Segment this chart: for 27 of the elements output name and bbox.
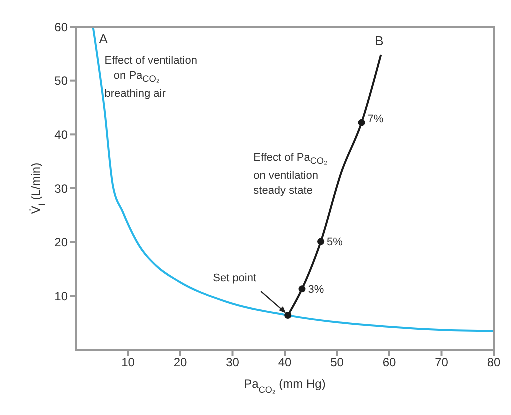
y-tick-label: 40 bbox=[54, 128, 68, 142]
point bbox=[298, 286, 306, 293]
annotation: B bbox=[375, 34, 384, 49]
y-tick-label: 60 bbox=[54, 20, 68, 34]
x-tick-label: 80 bbox=[487, 356, 501, 370]
point bbox=[318, 238, 325, 246]
y-tick-label: 10 bbox=[54, 289, 68, 304]
x-tick-label: 40 bbox=[278, 356, 292, 370]
annotation: 3% bbox=[308, 284, 324, 296]
x-tick-label: 30 bbox=[226, 356, 240, 370]
y-tick-label: 50 bbox=[54, 74, 68, 88]
annotation: 7% bbox=[368, 114, 384, 126]
annotation: Set point bbox=[213, 272, 257, 284]
x-tick-label: 20 bbox=[174, 356, 188, 370]
annotation: Effect of ventilation on Pa$_{CO₂}$ breathing air bbox=[104, 54, 198, 102]
point bbox=[358, 119, 366, 126]
annotation: Effect of Pa$_{CO₂}$ on ventilation steady state bbox=[254, 150, 328, 199]
annotation: A bbox=[99, 32, 108, 47]
x-tick-label: 10 bbox=[122, 356, 136, 370]
x-tick-label: 70 bbox=[435, 356, 449, 370]
x-tick-label: 60 bbox=[382, 356, 396, 370]
y-tick-label: 20 bbox=[54, 236, 68, 250]
y-tick-label: 30 bbox=[54, 182, 68, 196]
annotation: 5% bbox=[327, 236, 344, 249]
x-tick-label: 50 bbox=[330, 356, 344, 370]
x-axis-title: Pa$_{CO₂}$ (mm Hg) bbox=[244, 377, 326, 395]
point bbox=[284, 312, 292, 320]
